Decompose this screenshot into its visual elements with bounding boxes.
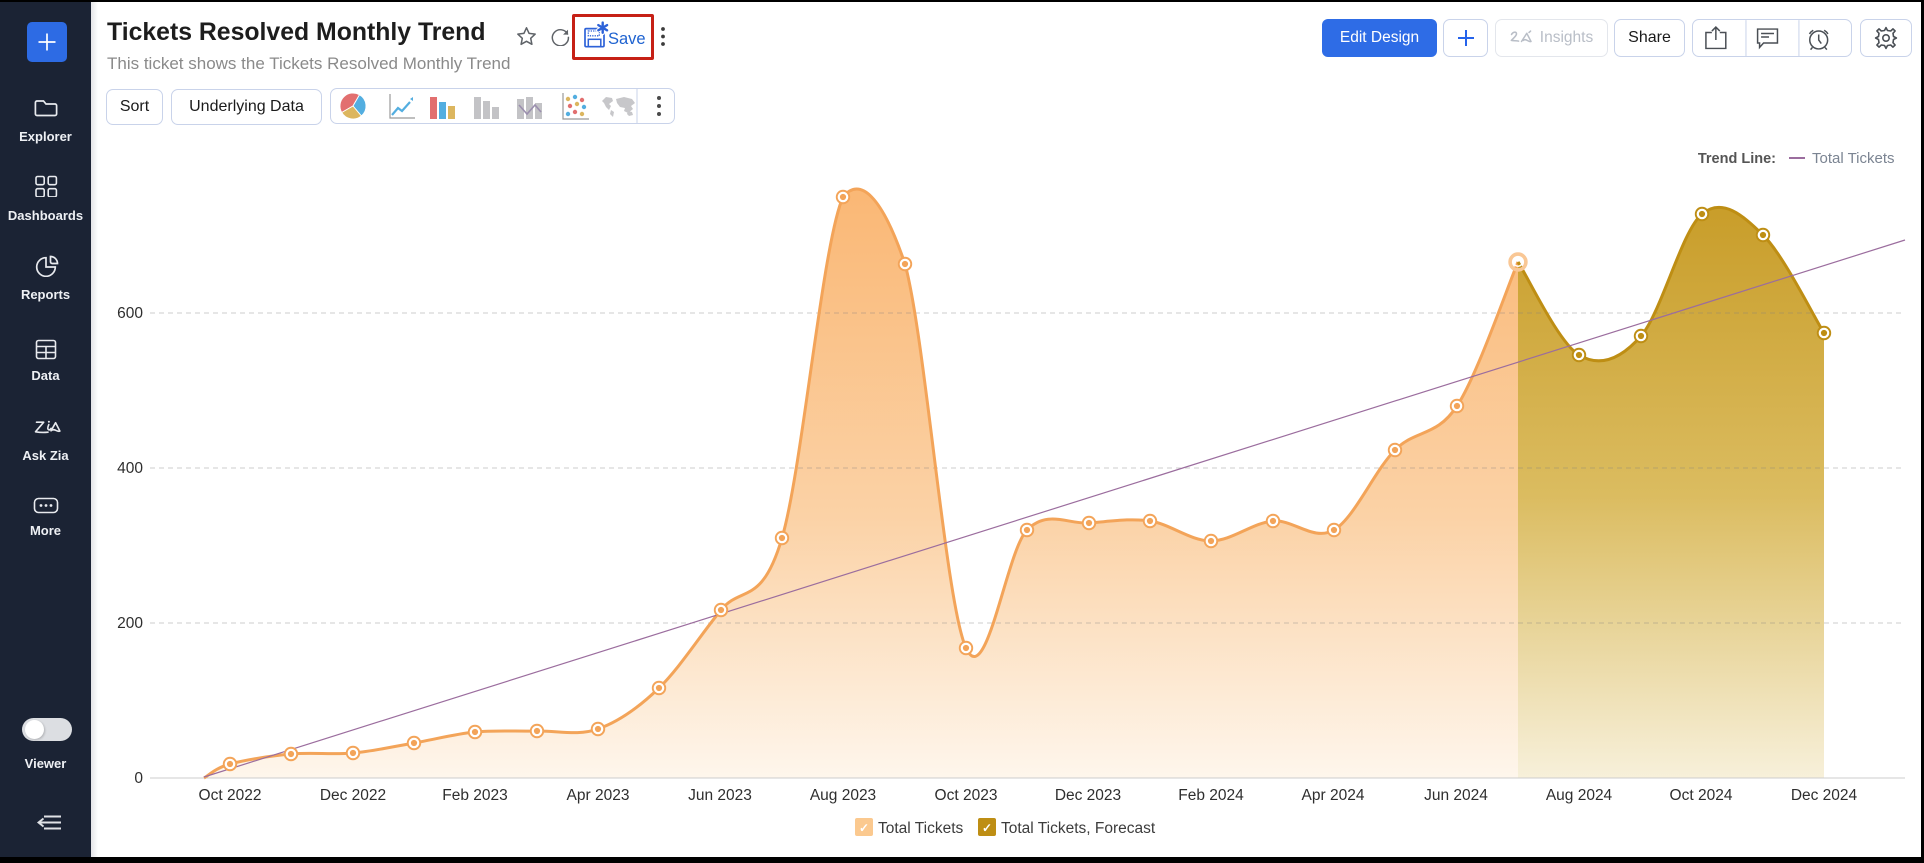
svg-text:Feb 2023: Feb 2023	[442, 787, 508, 804]
svg-text:0: 0	[134, 770, 143, 787]
svg-text:Jun 2024: Jun 2024	[1424, 787, 1488, 804]
svg-text:Oct 2024: Oct 2024	[1670, 787, 1733, 804]
svg-text:Total Tickets, Forecast: Total Tickets, Forecast	[1001, 820, 1156, 837]
svg-text:Feb 2024: Feb 2024	[1178, 787, 1244, 804]
svg-text:✓: ✓	[982, 821, 992, 835]
svg-text:Trend Line:: Trend Line:	[1698, 151, 1776, 167]
svg-text:600: 600	[117, 305, 143, 322]
svg-text:Apr 2024: Apr 2024	[1302, 787, 1365, 804]
svg-text:400: 400	[117, 460, 143, 477]
svg-text:Dec 2022: Dec 2022	[320, 787, 386, 804]
svg-text:Oct 2023: Oct 2023	[935, 787, 998, 804]
svg-text:Dec 2023: Dec 2023	[1055, 787, 1121, 804]
svg-text:Jun 2023: Jun 2023	[688, 787, 752, 804]
svg-text:200: 200	[117, 615, 143, 632]
svg-text:Oct 2022: Oct 2022	[199, 787, 262, 804]
svg-text:Aug 2023: Aug 2023	[810, 787, 876, 804]
svg-text:Total Tickets: Total Tickets	[878, 820, 964, 837]
svg-text:✓: ✓	[859, 821, 869, 835]
svg-text:Aug 2024: Aug 2024	[1546, 787, 1613, 804]
svg-text:Apr 2023: Apr 2023	[567, 787, 630, 804]
svg-text:Total Tickets: Total Tickets	[1812, 150, 1895, 167]
svg-text:Dec 2024: Dec 2024	[1791, 787, 1858, 804]
